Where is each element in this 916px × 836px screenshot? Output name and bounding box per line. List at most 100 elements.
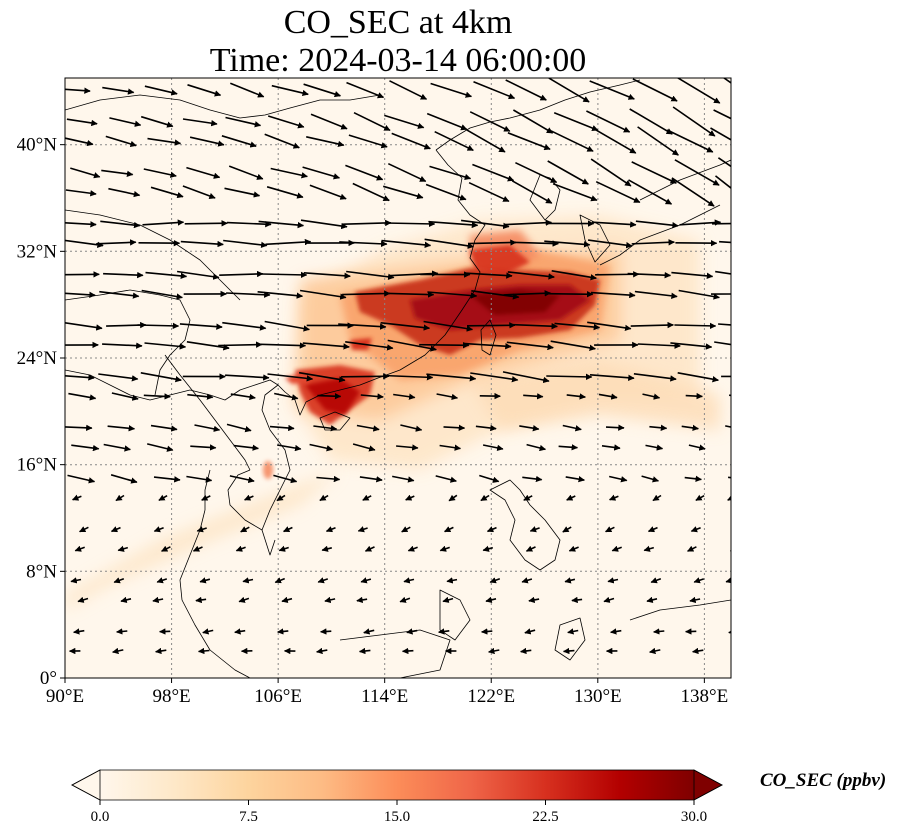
wind-arrow	[281, 596, 293, 603]
wind-arrow	[346, 270, 395, 280]
wind-arrow	[434, 130, 474, 152]
wind-arrow	[507, 271, 555, 280]
wind-arrow	[443, 424, 466, 431]
wind-arrow	[401, 647, 414, 655]
colorbar-tick-label: 0.0	[91, 809, 110, 825]
wind-arrow	[643, 545, 655, 552]
wind-arrow	[674, 322, 717, 330]
wind-arrow	[693, 577, 705, 584]
wind-arrow	[649, 647, 661, 655]
lon-tick-label: 130°E	[574, 686, 622, 707]
wind-arrow	[393, 393, 416, 400]
wind-arrow	[630, 321, 674, 329]
wind-arrow	[267, 373, 314, 382]
wind-arrow	[150, 186, 184, 199]
wind-arrow	[109, 117, 142, 127]
wind-arrow	[567, 628, 579, 635]
wind-arrow	[634, 290, 678, 300]
wind-arrow	[462, 342, 512, 350]
wind-arrow	[515, 161, 558, 184]
wind-arrow	[186, 166, 221, 179]
wind-arrow	[155, 647, 167, 655]
wind-arrow	[65, 221, 97, 228]
wind-arrow	[299, 289, 347, 300]
wind-arrow	[310, 113, 348, 130]
wind-arrow	[195, 596, 207, 604]
wind-arrow	[194, 424, 221, 433]
wind-arrow	[551, 270, 597, 281]
wind-arrow	[79, 526, 89, 533]
wind-arrow	[521, 577, 533, 584]
wind-arrow	[226, 291, 271, 298]
wind-arrow	[546, 373, 593, 381]
wind-arrow	[201, 494, 211, 501]
lat-tick-label: 32°N	[17, 241, 58, 262]
wind-arrow	[550, 340, 596, 351]
wind-arrow	[65, 424, 93, 432]
wind-arrow	[690, 526, 701, 533]
wind-arrow	[182, 185, 216, 199]
wind-arrow	[73, 628, 85, 635]
wind-arrow	[381, 239, 432, 249]
wind-arrow	[587, 321, 632, 332]
wind-arrow	[152, 596, 164, 604]
wind-arrow	[406, 628, 418, 635]
wind-arrow	[511, 240, 559, 247]
wind-arrow	[729, 545, 731, 552]
wind-arrow	[396, 444, 419, 451]
wind-arrow	[356, 424, 380, 432]
wind-arrow	[77, 596, 89, 603]
wind-arrow	[240, 526, 250, 533]
wind-arrow	[715, 270, 731, 275]
lat-tick-label: 16°N	[17, 455, 58, 476]
wind-arrow	[345, 341, 394, 351]
wind-arrow	[687, 545, 697, 552]
wind-arrow	[475, 424, 497, 432]
wind-arrow	[342, 290, 391, 297]
wind-arrow	[633, 373, 677, 382]
wind-arrow	[108, 187, 141, 198]
wind-arrow	[180, 240, 224, 248]
wind-arrow	[568, 545, 579, 552]
wind-arrow	[184, 220, 228, 227]
wind-arrow	[316, 647, 328, 655]
lon-tick-label: 90°E	[46, 686, 84, 707]
wind-arrow	[424, 238, 475, 250]
wind-arrow	[482, 444, 504, 451]
wind-arrow	[345, 164, 384, 181]
wind-arrow	[145, 271, 188, 280]
wind-arrow	[520, 647, 532, 655]
wind-arrow	[226, 423, 252, 433]
wind-arrow	[645, 444, 664, 451]
wind-arrow	[187, 84, 222, 97]
wind-arrow	[65, 374, 95, 381]
wind-arrow	[689, 596, 701, 604]
wind-arrow	[283, 526, 293, 533]
wind-arrow	[593, 128, 637, 154]
colorbar-min-extend	[71, 769, 101, 801]
wind-arrow	[526, 443, 547, 452]
wind-arrow	[266, 186, 304, 199]
wind-arrow	[140, 115, 174, 128]
wind-arrow	[681, 424, 699, 432]
wind-arrow	[258, 220, 305, 229]
wind-arrow	[635, 220, 679, 229]
wind-arrow	[186, 341, 230, 351]
wind-arrow	[468, 181, 510, 203]
colorbar-max-extend	[693, 769, 723, 801]
wind-arrow	[116, 628, 128, 635]
wind-arrow	[603, 596, 615, 603]
wind-arrow	[544, 240, 591, 248]
wind-arrow	[463, 272, 513, 279]
wind-arrow	[502, 371, 550, 384]
wind-arrow	[676, 78, 721, 104]
wind-arrow	[642, 393, 661, 400]
wind-arrow	[99, 290, 140, 299]
wind-arrow	[403, 577, 415, 584]
wind-arrow	[267, 115, 305, 129]
wind-arrow	[317, 393, 342, 400]
wind-arrow	[186, 475, 213, 483]
wind-arrow	[688, 444, 706, 451]
wind-arrow	[389, 80, 428, 100]
wind-arrow	[590, 291, 636, 299]
